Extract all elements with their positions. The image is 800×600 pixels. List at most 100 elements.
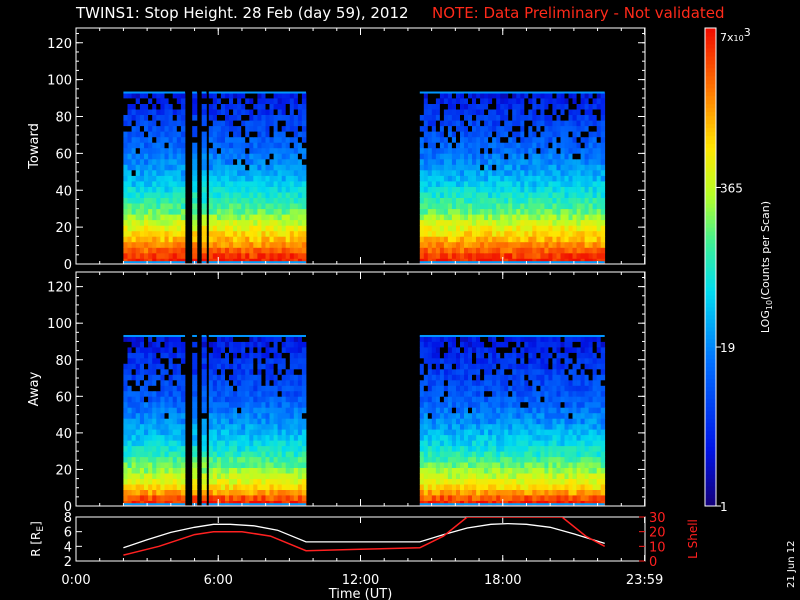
heatmap-cell [168, 429, 174, 436]
heatmap-cell [480, 103, 485, 110]
heatmap-cell [492, 164, 497, 171]
heatmap-cell [572, 241, 577, 248]
heatmap-cell [552, 114, 557, 121]
heatmap-cell [285, 241, 291, 248]
heatmap-cell [164, 368, 169, 375]
heatmap-cell [564, 164, 569, 171]
heatmap-cell [148, 186, 153, 193]
heatmap-cell [504, 109, 509, 115]
heatmap-cell [135, 374, 141, 381]
heatmap-cell [520, 170, 525, 176]
heatmap-cell [456, 203, 461, 210]
heatmap-cell [285, 423, 291, 430]
heatmap-cell [127, 374, 132, 381]
heatmap-cell [180, 407, 186, 414]
heatmap-cell [592, 131, 597, 138]
heatmap-cell [127, 396, 132, 403]
heatmap-cell [135, 456, 141, 463]
heatmap-cell [233, 153, 238, 160]
heatmap-cell [516, 164, 521, 171]
heatmap-cell [233, 181, 238, 187]
heatmap-cell [289, 170, 295, 176]
heatmap-cell [460, 131, 465, 138]
heatmap-cell [148, 429, 153, 436]
heatmap-cell [540, 401, 545, 408]
heatmap-cell [135, 241, 141, 248]
heatmap-cell [472, 225, 477, 232]
heatmap-cell [257, 225, 262, 232]
heatmap-cell [572, 252, 577, 259]
heatmap-cell [588, 247, 593, 254]
heatmap-cell [160, 440, 165, 447]
heatmap-cell [508, 252, 513, 259]
heatmap-cell [148, 456, 153, 463]
heatmap-cell [439, 429, 445, 436]
heatmap-cell [560, 440, 565, 447]
heatmap-cell [273, 407, 279, 414]
heatmap-cell [548, 192, 553, 198]
heatmap-cell [596, 467, 602, 474]
heatmap-cell [536, 109, 541, 115]
heatmap-cell [464, 103, 469, 110]
heatmap-cell [580, 158, 585, 165]
heatmap-cell [500, 125, 505, 132]
heatmap-cell [225, 236, 230, 243]
heatmap-cell [281, 147, 287, 154]
heatmap-cell [520, 489, 525, 496]
heatmap-cell [576, 236, 581, 243]
heatmap-cell [532, 147, 537, 154]
heatmap-cell [544, 456, 549, 463]
heatmap-cell [160, 252, 165, 259]
heatmap-cell [229, 236, 234, 243]
heatmap-cell [249, 336, 254, 342]
heatmap-cell [435, 219, 441, 226]
heatmap-cell [285, 225, 291, 232]
heatmap-cell [156, 103, 161, 110]
heatmap-cell [152, 252, 157, 259]
heatmap-cell [592, 489, 597, 496]
heatmap-cell [548, 131, 553, 138]
heatmap-cell [560, 462, 565, 468]
heatmap-cell [568, 147, 573, 154]
heatmap-cell [516, 412, 521, 419]
heatmap-cell [164, 379, 169, 386]
heatmap-cell [233, 478, 238, 485]
heatmap-cell [123, 336, 128, 342]
heatmap-cell [568, 434, 573, 441]
heatmap-cell [536, 158, 541, 165]
heatmap-cell [229, 158, 234, 165]
heatmap-cell [273, 473, 279, 479]
heatmap-cell [261, 197, 266, 204]
heatmap-cell [524, 412, 529, 419]
heatmap-cell [584, 170, 589, 176]
heatmap-cell [289, 473, 295, 479]
heatmap-cell [285, 252, 291, 259]
heatmap-cell [180, 175, 186, 182]
heatmap-cell [423, 114, 429, 121]
heatmap-cell [576, 478, 581, 485]
heatmap-cell [269, 489, 274, 496]
heatmap-cell [496, 467, 501, 474]
heatmap-cell [172, 203, 178, 210]
heatmap-cell [249, 368, 254, 375]
heatmap-cell [144, 230, 149, 237]
heatmap-cell [536, 445, 541, 452]
heatmap-cell [592, 478, 597, 485]
heatmap-cell [237, 92, 242, 99]
heatmap-cell [269, 252, 274, 259]
heatmap-cell [464, 467, 469, 474]
heatmap-cell [564, 407, 569, 414]
heatmap-cell [297, 341, 303, 348]
heatmap-cell [156, 401, 161, 408]
heatmap-cell [160, 92, 165, 99]
heatmap-cell [164, 478, 169, 485]
heatmap-cell [500, 252, 505, 259]
heatmap-cell [212, 208, 218, 215]
heatmap-cell [516, 103, 521, 110]
heatmap-cell [419, 92, 425, 99]
heatmap-cell [568, 186, 573, 193]
heatmap-cell [172, 434, 178, 441]
heatmap-cell [439, 230, 445, 237]
heatmap-cell [176, 489, 182, 496]
heatmap-cell [293, 114, 299, 121]
